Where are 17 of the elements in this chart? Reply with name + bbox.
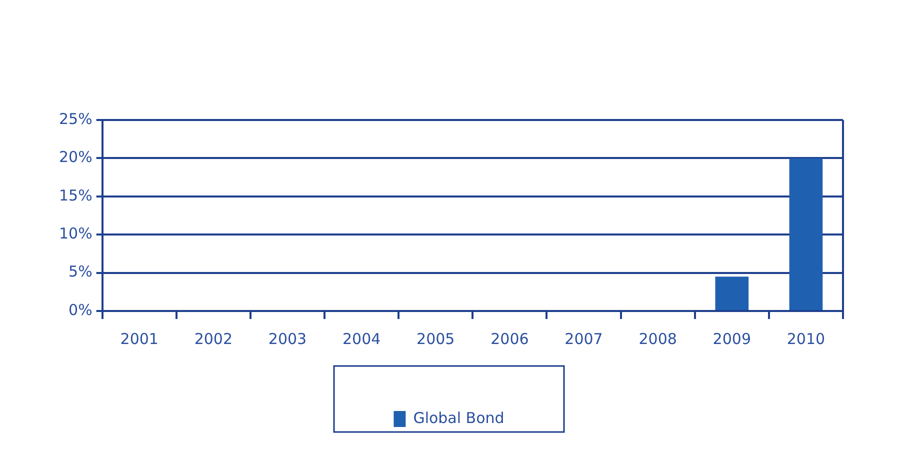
x-tick-label: 2007 <box>564 330 603 348</box>
y-tick-label: 10% <box>58 224 92 242</box>
y-tick-label: 0% <box>68 300 92 319</box>
y-tick-label: 25% <box>58 110 92 128</box>
y-tick-label: 20% <box>58 148 92 166</box>
x-tick-label: 2003 <box>268 330 307 348</box>
x-tick-label: 2008 <box>638 330 677 348</box>
x-tick-label: 2001 <box>120 330 158 348</box>
y-tick-label: 15% <box>58 186 92 204</box>
x-tick-label: 2010 <box>786 330 826 348</box>
y-tick-label: 5% <box>68 262 92 281</box>
legend-label: Global Bond <box>413 408 504 427</box>
x-tick-label: 2004 <box>342 330 381 348</box>
x-tick-label: 2002 <box>194 330 233 348</box>
x-tick-label: 2005 <box>416 330 455 348</box>
x-tick-label: 2006 <box>490 330 529 348</box>
x-tick-label: 2009 <box>712 330 751 348</box>
